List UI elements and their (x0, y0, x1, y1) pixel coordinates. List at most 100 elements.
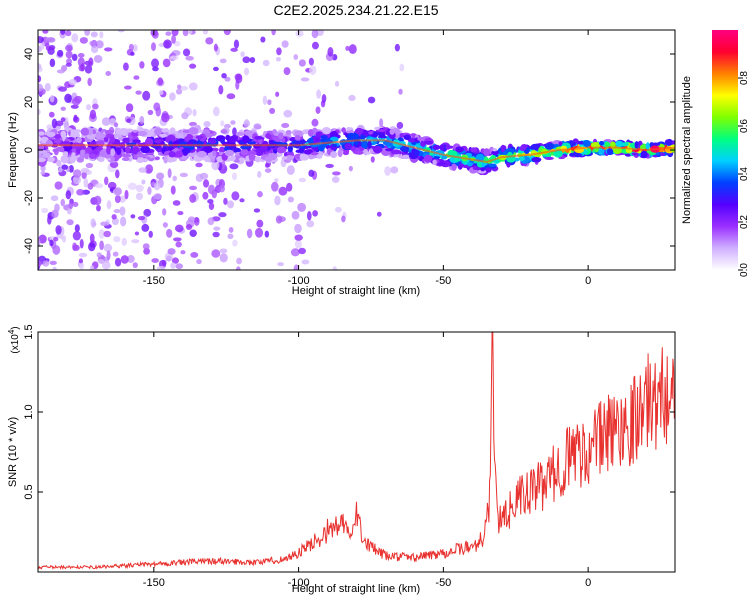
spectrogram-cell (71, 53, 78, 62)
spectrogram-cell (65, 190, 72, 200)
spectrogram-cell (308, 169, 315, 177)
spectrogram-cell (441, 155, 448, 160)
spectrogram-cell (330, 131, 338, 137)
spectrogram-cell (54, 203, 60, 213)
spectrogram-cell (219, 58, 227, 64)
spectrogram-cell (356, 150, 364, 155)
spectrogram-cell (307, 129, 314, 137)
spectrogram-ridge (38, 139, 675, 164)
spectrogram-cell (238, 157, 246, 162)
spectrogram-cell (118, 195, 127, 203)
spectrogram-cell (399, 133, 404, 138)
spectrogram-cell (151, 258, 159, 264)
spectrogram-cell (283, 67, 291, 76)
spectrogram-cell (166, 134, 176, 143)
spectrogram-cell (311, 118, 319, 127)
spectrogram-cell (227, 233, 234, 240)
spectrogram-cell (316, 89, 322, 99)
spectrogram-cell (143, 247, 151, 255)
spectrogram-cell (84, 64, 93, 74)
spectrogram-cell (379, 118, 384, 128)
spectrogram-cell (306, 210, 312, 221)
spectrogram-cell (492, 148, 498, 152)
spectrogram-cell (445, 144, 451, 150)
spectrogram-cell (142, 90, 151, 101)
spectrogram-cell (182, 30, 189, 37)
spectrogram-cell (480, 167, 486, 172)
spectrogram-cell (218, 84, 224, 95)
spectrogram-cell (90, 218, 96, 228)
spectrogram-cell (344, 143, 352, 150)
spectrogram-cell (327, 47, 334, 57)
spectrogram-cell (54, 181, 63, 190)
spectrogram-cell (230, 145, 235, 149)
spectrogram-cell (89, 40, 98, 47)
spectrogram-cell (38, 260, 42, 267)
snr-xtick-label: 0 (585, 577, 591, 589)
spectrogram-cell (235, 73, 243, 84)
spectrogram-cell (38, 109, 41, 115)
spectrogram-cell (80, 63, 86, 72)
spectrogram-cell (38, 157, 47, 163)
spectrogram-cell (303, 149, 313, 155)
spectrogram-cell (143, 158, 148, 163)
spectrogram-cell (163, 39, 172, 49)
spectrogram-cell (276, 47, 282, 56)
spectrogram-cell (79, 238, 84, 249)
spectrogram-cell (130, 214, 136, 219)
spectrogram-cell (325, 163, 334, 169)
spectrogram-cell (81, 171, 87, 180)
spectrogram-cell (126, 128, 134, 133)
spectrogram-cell (72, 242, 77, 251)
spectrogram-cell (236, 266, 241, 270)
spectrogram-cell (103, 243, 113, 253)
spectrogram-cell (61, 164, 69, 170)
spectrogram-cell (135, 90, 142, 95)
spectrogram-cell (71, 33, 79, 43)
spectrogram-cell (72, 175, 82, 185)
spectrogram-cell (257, 191, 263, 198)
spectrogram-cell (268, 153, 278, 160)
spectrogram-panel: -150 -100 -50 0 -40 -20 0 20 40 Height of straig… (7, 29, 676, 297)
spectrogram-cell (519, 155, 525, 161)
spectrogram-cell (203, 145, 213, 153)
spectrogram-cell (161, 112, 170, 123)
spectrogram-cell (171, 34, 176, 44)
spectrogram-cell (112, 251, 119, 257)
spectrogram-cell (119, 216, 127, 227)
spectrogram-cell (174, 224, 184, 233)
spectrogram-cell (213, 226, 221, 231)
spectrogram-cell (308, 57, 314, 66)
snr-xtick-label: -50 (435, 577, 451, 589)
spectrogram-cell (500, 144, 506, 153)
spectrogram-cell (65, 44, 73, 52)
spectrogram-cell (131, 239, 140, 244)
spectrogram-cell (310, 152, 319, 156)
spectrogram-cell (101, 261, 111, 270)
spectrogram-cell (175, 241, 182, 248)
spectrogram-cell (106, 250, 111, 261)
spectrogram-cell (384, 166, 391, 176)
spectrogram-cell (640, 150, 648, 159)
spectrogram-cell (218, 212, 227, 218)
spectrogram-cell (156, 172, 165, 180)
spectrogram-cell (367, 140, 372, 149)
spectrogram-cell (127, 182, 137, 191)
spectrogram-cell (71, 152, 76, 157)
spectrogram-cell (281, 122, 290, 129)
spectrogram-cell (271, 30, 276, 36)
snr-scale-exponent: 4 (7, 329, 16, 334)
spectrogram-cell (348, 44, 357, 55)
spectrogram-cell (135, 192, 144, 201)
spectrogram-cell (455, 146, 464, 153)
spectrogram-cell (284, 155, 295, 161)
spectrogram-cell (287, 145, 294, 153)
spectrogram-cell (236, 257, 242, 265)
spectrogram-cell (321, 94, 327, 103)
spectrogram-cell (170, 262, 176, 269)
spectrogram-cell (167, 156, 174, 163)
spectrogram-cell (485, 167, 492, 173)
spectrogram-cell (294, 234, 303, 241)
spectrogram-cell (40, 170, 46, 176)
